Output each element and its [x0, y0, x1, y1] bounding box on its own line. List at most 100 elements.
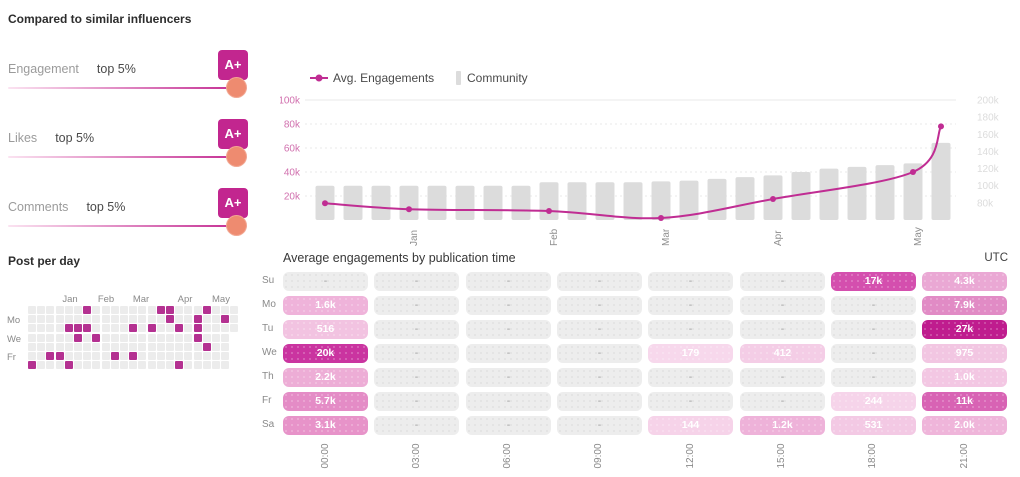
- post-day-cell: [83, 333, 92, 342]
- right-axis-tick: 200k: [977, 96, 1000, 107]
- post-day-cell: [175, 352, 184, 360]
- legend-community[interactable]: Community: [467, 71, 528, 85]
- post-day-cell: [37, 306, 46, 314]
- post-day-cell: [193, 333, 202, 342]
- engagement-time-cell: -: [466, 344, 551, 363]
- community-bar: [343, 185, 363, 220]
- table-day-label: Su: [262, 275, 275, 286]
- percentile-slider-track: [8, 87, 247, 89]
- post-day-cell: [74, 315, 82, 324]
- post-day-cell: [156, 342, 165, 351]
- post-day-cell: [92, 333, 101, 342]
- post-day-cell: [120, 361, 128, 370]
- post-day-cell: [64, 352, 73, 360]
- community-bar: [847, 166, 867, 220]
- community-bar: [427, 185, 447, 220]
- post-day-cell: [83, 361, 92, 370]
- community-bar: [819, 168, 839, 220]
- post-day-cell: [147, 324, 156, 333]
- post-day-cell: [110, 315, 119, 324]
- engagement-time-cell: -: [283, 272, 368, 291]
- post-day-cell: [147, 306, 156, 314]
- community-bar: [791, 172, 811, 220]
- post-day-cell: [184, 306, 193, 314]
- engagement-time-cell: -: [557, 416, 642, 435]
- engagement-time-cell: 11k: [922, 392, 1007, 411]
- engagement-time-cell: 179: [648, 344, 733, 363]
- post-day-cell: [202, 306, 211, 314]
- post-day-cell: [83, 315, 92, 324]
- community-bar: [707, 178, 727, 220]
- post-day-cell: [175, 315, 184, 324]
- post-day-cell: [156, 315, 165, 324]
- grade-badge: A+: [218, 188, 248, 218]
- post-day-cell: [101, 333, 110, 342]
- post-day-cell: [193, 315, 202, 324]
- table-time-label: 06:00: [502, 443, 513, 469]
- engagement-time-cell: 20k: [283, 344, 368, 363]
- post-day-cell: [166, 352, 174, 360]
- engagement-time-cell: -: [466, 272, 551, 291]
- community-bar: [875, 165, 895, 220]
- post-day-cell: [202, 333, 211, 342]
- post-day-cell: [64, 342, 73, 351]
- community-bar: [595, 182, 615, 220]
- post-day-cell: [166, 315, 174, 324]
- community-bar: [623, 182, 643, 220]
- post-day-cell: [46, 315, 55, 324]
- engagement-time-cell: -: [740, 272, 825, 291]
- post-day-cell: [64, 315, 73, 324]
- post-day-cell: [92, 324, 101, 333]
- post-day-cell: [46, 306, 55, 314]
- engagement-time-cell: -: [374, 272, 459, 291]
- post-day-cell: [110, 306, 119, 314]
- post-day-cell: [101, 342, 110, 351]
- post-day-cell: [193, 342, 202, 351]
- right-axis-tick: 140k: [977, 147, 1000, 158]
- post-day-cell: [74, 324, 82, 333]
- post-day-cell: [175, 361, 184, 370]
- influencer-avatar-marker: [226, 77, 247, 98]
- metric-labels: Comments top 5%: [8, 198, 125, 216]
- x-axis-month-label: Feb: [549, 228, 560, 246]
- post-day-cell: [147, 315, 156, 324]
- engagement-time-cell: 1.2k: [740, 416, 825, 435]
- engagement-time-cell: -: [831, 320, 916, 339]
- post-day-cell: [147, 333, 156, 342]
- table-day-label: Mo: [262, 299, 276, 310]
- engagement-time-cell: -: [557, 368, 642, 387]
- engagement-time-cell: -: [557, 296, 642, 315]
- post-day-cell: [156, 333, 165, 342]
- right-axis-tick: 100k: [977, 181, 1000, 192]
- post-day-cell: [138, 315, 147, 324]
- table-day-label: We: [262, 347, 277, 358]
- post-day-cell: [120, 342, 128, 351]
- engagement-time-cell: -: [740, 320, 825, 339]
- post-day-cell: [175, 333, 184, 342]
- community-bar: [371, 185, 391, 220]
- post-day-cell: [138, 361, 147, 370]
- post-day-cell: [110, 333, 119, 342]
- community-bar: [455, 185, 475, 220]
- left-axis-tick: 100k: [280, 96, 301, 107]
- table-day-label: Th: [262, 371, 274, 382]
- community-bar: [399, 185, 419, 220]
- post-day-cell: [110, 342, 119, 351]
- post-day-cell: [74, 333, 82, 342]
- post-day-cell: [212, 324, 220, 333]
- post-day-cell: [92, 342, 101, 351]
- community-bar: [651, 181, 671, 220]
- engagement-time-cell: 7.9k: [922, 296, 1007, 315]
- engagement-time-cell: 244: [831, 392, 916, 411]
- engagement-time-cell: -: [648, 272, 733, 291]
- post-day-cell: [83, 342, 92, 351]
- post-day-cell: [28, 306, 36, 314]
- table-time-label: 15:00: [776, 443, 787, 469]
- post-day-cell: [101, 361, 110, 370]
- engagement-time-cell: 17k: [831, 272, 916, 291]
- engagement-time-cell: 3.1k: [283, 416, 368, 435]
- influencer-avatar-marker: [226, 215, 247, 236]
- metric-percentile: top 5%: [55, 131, 95, 145]
- heatmap-day-label: Fr: [7, 352, 16, 363]
- legend-avg-engagements[interactable]: Avg. Engagements: [333, 71, 434, 85]
